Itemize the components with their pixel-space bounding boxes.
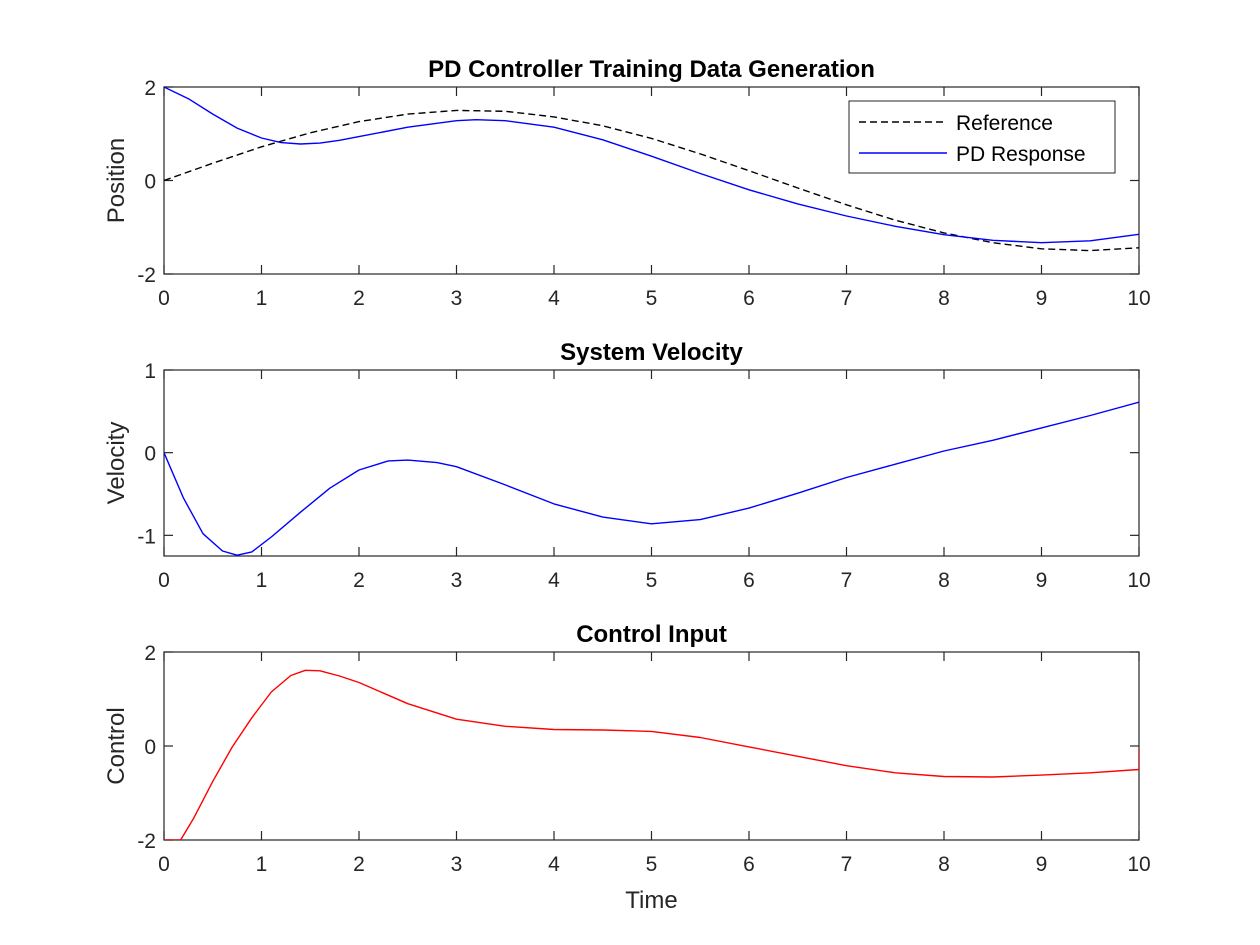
velocity-xtick-label: 3 — [451, 569, 463, 592]
velocity-xtick-label: 10 — [1127, 569, 1150, 592]
control-series-line-0 — [164, 669, 1139, 840]
position-ytick-label: 0 — [144, 171, 156, 194]
control-xtick-label: 6 — [743, 853, 755, 876]
position-legend-box — [848, 100, 1116, 174]
position-xtick-label: 8 — [938, 287, 950, 310]
control-chart-title: Control Input — [576, 621, 727, 648]
control-plot-frame — [163, 651, 1140, 841]
velocity-xtick-label: 9 — [1036, 569, 1048, 592]
position-xtick-label: 4 — [548, 287, 560, 310]
velocity-xtick-label: 1 — [256, 569, 268, 592]
control-x-axis-label: Time — [625, 887, 677, 914]
position-xtick-label: 5 — [646, 287, 658, 310]
velocity-xtick-label: 4 — [548, 569, 560, 592]
control-xtick-label: 10 — [1127, 853, 1150, 876]
control-xtick-label: 4 — [548, 853, 560, 876]
position-xtick-label: 6 — [743, 287, 755, 310]
position-series-line-pd-response — [164, 87, 1139, 244]
velocity-series-line-0 — [164, 401, 1139, 556]
velocity-xtick-label: 8 — [938, 569, 950, 592]
control-xtick-label: 8 — [938, 853, 950, 876]
control-xtick-label: 7 — [841, 853, 853, 876]
control-xtick-label: 9 — [1036, 853, 1048, 876]
control-y-axis-label: Control — [103, 707, 130, 784]
position-xtick-label: 9 — [1036, 287, 1048, 310]
position-xtick-label: 3 — [451, 287, 463, 310]
position-legend-label: PD Response — [956, 143, 1086, 166]
control-ytick-label: 2 — [144, 642, 156, 665]
velocity-plot-frame — [163, 369, 1140, 557]
position-chart-title: PD Controller Training Data Generation — [428, 56, 875, 83]
velocity-xtick-label: 6 — [743, 569, 755, 592]
velocity-y-axis-label: Velocity — [103, 422, 130, 505]
control-xtick-label: 3 — [451, 853, 463, 876]
control-xtick-label: 2 — [353, 853, 365, 876]
velocity-chart-title: System Velocity — [560, 339, 743, 366]
control-ytick-label: 0 — [144, 736, 156, 759]
velocity-xtick-label: 7 — [841, 569, 853, 592]
velocity-xtick-label: 5 — [646, 569, 658, 592]
position-xtick-label: 0 — [158, 287, 170, 310]
control-xtick-label: 5 — [646, 853, 658, 876]
velocity-ytick-label: -1 — [137, 525, 156, 548]
position-ytick-label: -2 — [137, 264, 156, 287]
velocity-xtick-label: 2 — [353, 569, 365, 592]
position-series-line-reference — [164, 109, 1139, 252]
control-xtick-label: 1 — [256, 853, 268, 876]
position-xtick-label: 2 — [353, 287, 365, 310]
velocity-ytick-label: 1 — [144, 360, 156, 383]
velocity-xtick-label: 0 — [158, 569, 170, 592]
control-ytick-label: -2 — [137, 830, 156, 853]
position-y-axis-label: Position — [103, 138, 130, 223]
position-ytick-label: 2 — [144, 77, 156, 100]
position-legend: Reference PD Response — [848, 100, 1116, 174]
position-xtick-label: 1 — [256, 287, 268, 310]
position-legend-label: Reference — [956, 112, 1053, 135]
position-xtick-label: 7 — [841, 287, 853, 310]
control-xtick-label: 0 — [158, 853, 170, 876]
velocity-ytick-label: 0 — [144, 443, 156, 466]
position-xtick-label: 10 — [1127, 287, 1150, 310]
